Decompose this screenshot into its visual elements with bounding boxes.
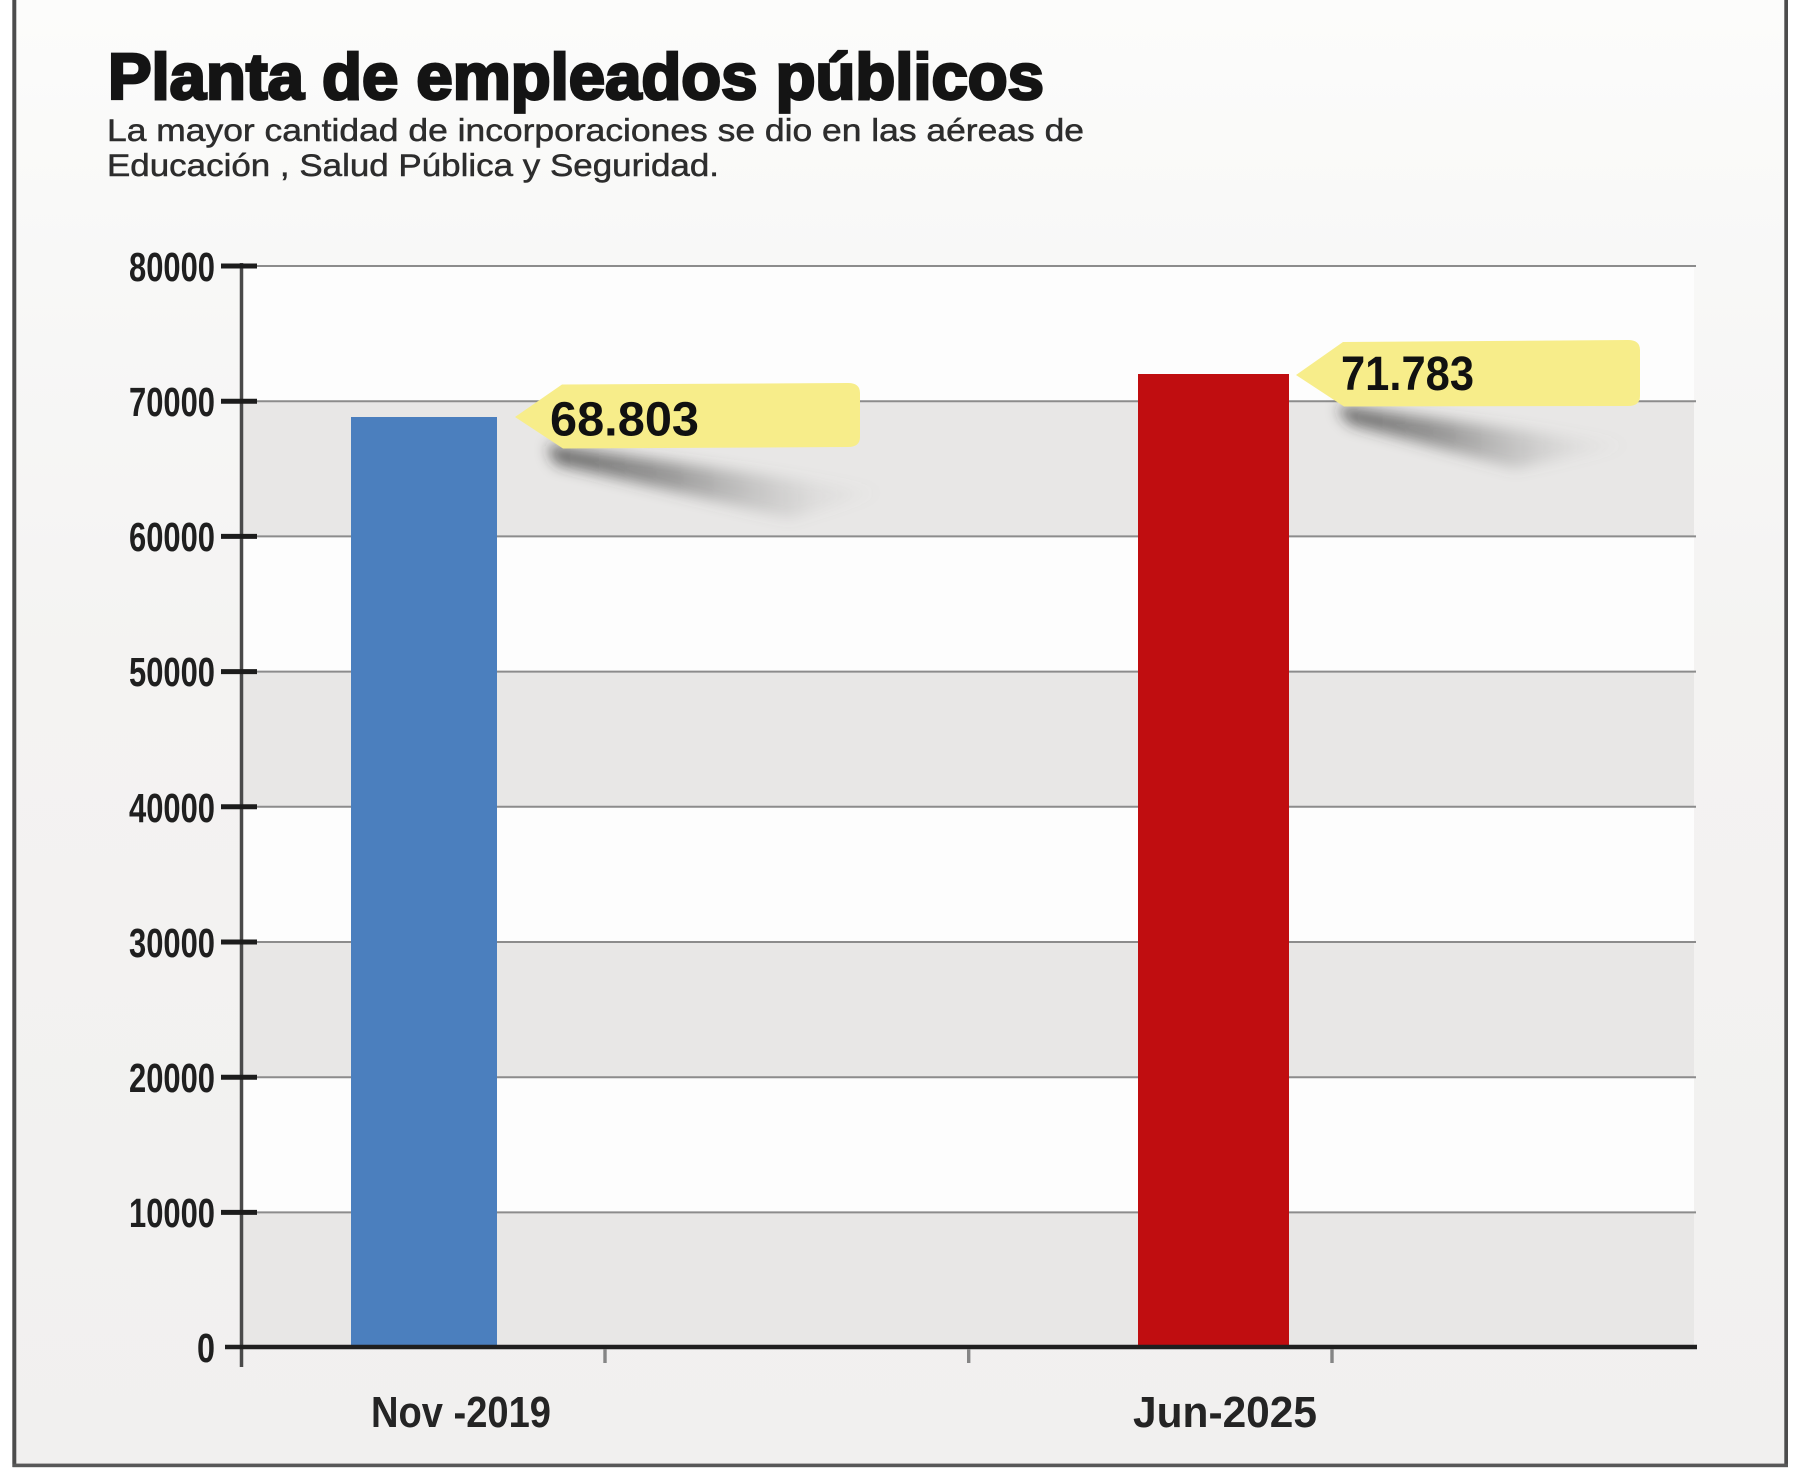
svg-text:Planta de empleados públicos: Planta de empleados públicos xyxy=(108,40,1044,113)
svg-text:60000: 60000 xyxy=(129,514,215,560)
svg-text:80000: 80000 xyxy=(129,244,215,290)
svg-text:68.803: 68.803 xyxy=(550,394,699,447)
svg-text:40000: 40000 xyxy=(129,785,215,831)
svg-text:30000: 30000 xyxy=(129,920,215,966)
svg-text:Educación , Salud Pública y Se: Educación , Salud Pública y Seguridad. xyxy=(107,147,719,183)
svg-text:10000: 10000 xyxy=(129,1190,215,1236)
svg-text:La mayor cantidad de incorpora: La mayor cantidad de incorporaciones se … xyxy=(107,112,1084,148)
svg-text:50000: 50000 xyxy=(129,649,215,695)
svg-text:71.783: 71.783 xyxy=(1341,348,1474,401)
svg-text:0: 0 xyxy=(197,1325,215,1371)
svg-text:Jun-2025: Jun-2025 xyxy=(1133,1388,1317,1437)
svg-text:Nov -2019: Nov -2019 xyxy=(371,1388,551,1437)
svg-text:20000: 20000 xyxy=(129,1055,215,1101)
svg-text:70000: 70000 xyxy=(129,379,215,425)
